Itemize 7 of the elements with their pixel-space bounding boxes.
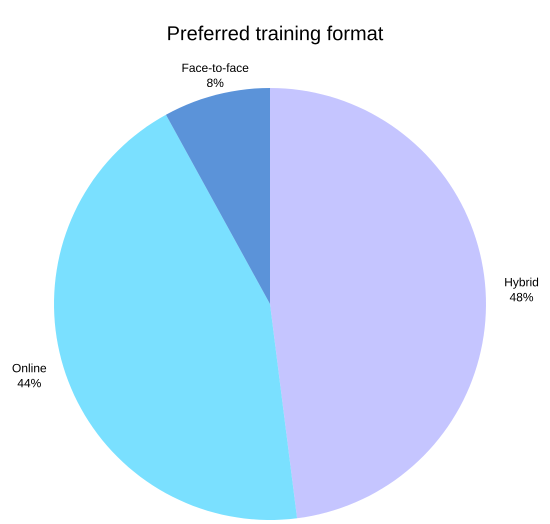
chart-title: Preferred training format xyxy=(168,26,384,44)
slice-label: Online xyxy=(12,364,46,372)
data-label: 44% xyxy=(18,378,41,388)
slice-label: Face-to-face xyxy=(182,63,248,72)
slice-label: Hybrid xyxy=(505,278,538,289)
data-label: 8% xyxy=(207,78,224,88)
data-label: 48% xyxy=(510,292,534,302)
